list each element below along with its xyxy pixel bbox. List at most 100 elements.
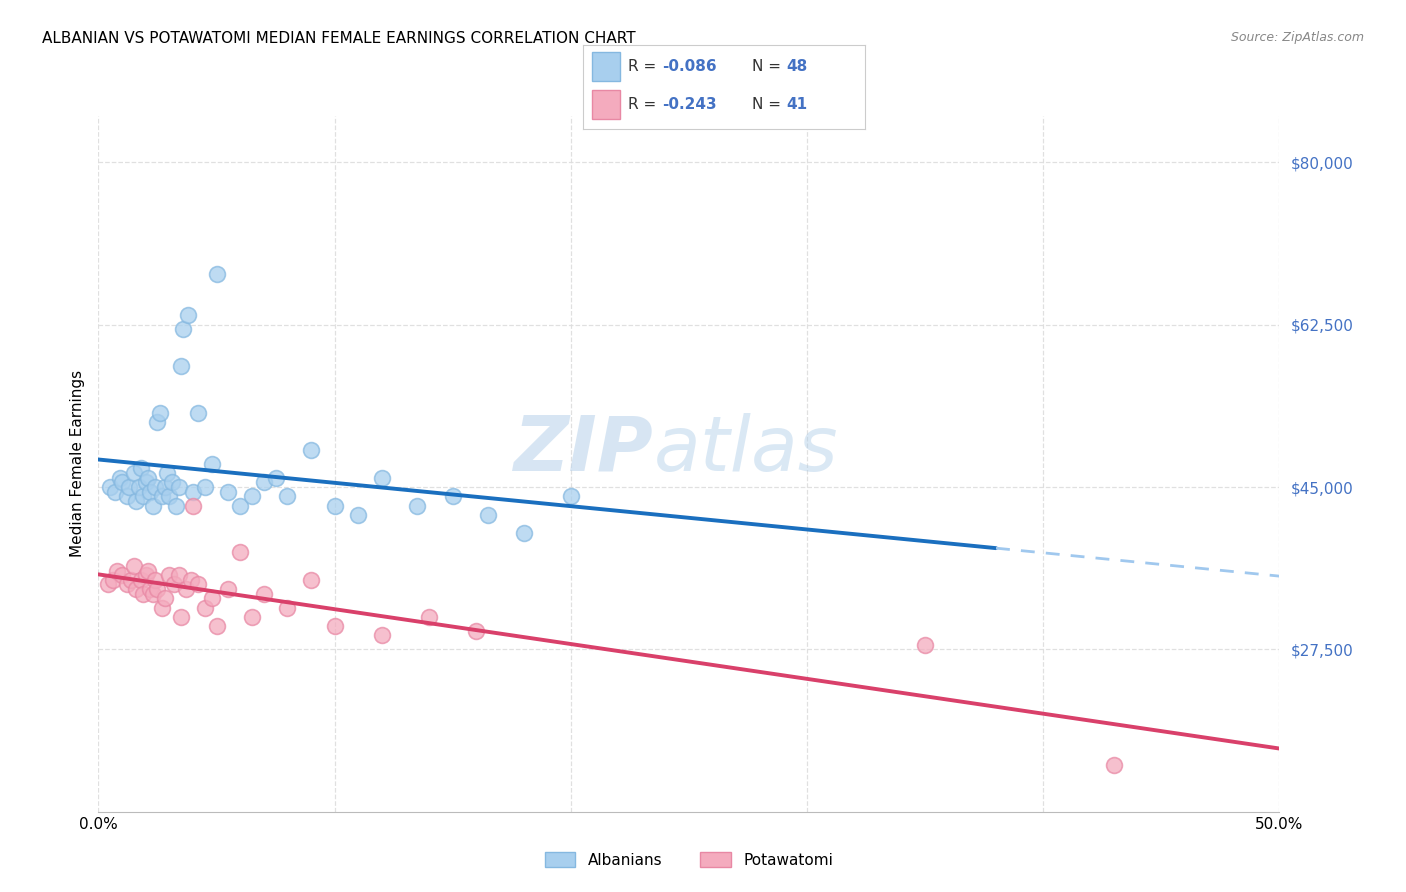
Point: [170, 610, 193, 624]
Point: [97, 577, 120, 591]
Point: [194, 600, 217, 615]
Point: [104, 484, 127, 499]
Point: [240, 610, 263, 624]
Point: [105, 564, 128, 578]
Point: [205, 267, 228, 281]
Point: [170, 359, 193, 374]
Point: [217, 484, 239, 499]
Point: [512, 526, 534, 541]
Point: [160, 475, 183, 490]
Point: [111, 568, 134, 582]
Point: [143, 573, 166, 587]
Point: [205, 619, 228, 633]
Point: [180, 573, 202, 587]
Point: [146, 415, 169, 429]
Point: [347, 508, 370, 522]
Point: [121, 573, 143, 587]
Point: [276, 489, 298, 503]
Y-axis label: Median Female Earnings: Median Female Earnings: [69, 370, 84, 558]
Point: [177, 309, 200, 323]
Text: N =: N =: [752, 97, 786, 112]
Point: [560, 489, 582, 503]
Point: [132, 489, 155, 503]
Point: [122, 558, 145, 573]
Bar: [592, 90, 620, 120]
Point: [172, 322, 194, 336]
Text: N =: N =: [752, 59, 786, 74]
Point: [201, 591, 224, 606]
Point: [406, 499, 429, 513]
Point: [156, 466, 179, 480]
Point: [201, 457, 224, 471]
Text: ZIP: ZIP: [513, 413, 654, 487]
Point: [418, 610, 440, 624]
Point: [174, 582, 197, 596]
Point: [240, 489, 263, 503]
Point: [371, 628, 394, 642]
Point: [181, 484, 204, 499]
Point: [157, 489, 180, 503]
Point: [181, 499, 204, 513]
Point: [135, 568, 157, 582]
Point: [150, 489, 173, 503]
Point: [276, 600, 298, 615]
Point: [264, 471, 287, 485]
Point: [132, 587, 155, 601]
Bar: [592, 53, 620, 81]
Point: [163, 577, 186, 591]
Point: [217, 582, 239, 596]
Point: [98, 480, 121, 494]
Text: atlas: atlas: [654, 413, 838, 487]
Point: [142, 587, 165, 601]
Point: [914, 638, 936, 652]
Point: [253, 587, 276, 601]
Point: [111, 475, 134, 490]
Point: [187, 577, 209, 591]
Point: [149, 406, 172, 420]
Text: ALBANIAN VS POTAWATOMI MEDIAN FEMALE EARNINGS CORRELATION CHART: ALBANIAN VS POTAWATOMI MEDIAN FEMALE EAR…: [42, 31, 636, 46]
Point: [142, 499, 165, 513]
Text: 41: 41: [786, 97, 807, 112]
Text: -0.086: -0.086: [662, 59, 717, 74]
Point: [167, 568, 190, 582]
Point: [136, 564, 159, 578]
Point: [153, 480, 176, 494]
Point: [136, 471, 159, 485]
Point: [101, 573, 124, 587]
Point: [139, 484, 162, 499]
Text: -0.243: -0.243: [662, 97, 717, 112]
Point: [229, 545, 252, 559]
Point: [323, 619, 346, 633]
Text: R =: R =: [628, 97, 662, 112]
Text: 48: 48: [786, 59, 807, 74]
Point: [129, 461, 152, 475]
Point: [125, 494, 148, 508]
Point: [167, 480, 190, 494]
Point: [441, 489, 464, 503]
Point: [146, 582, 169, 596]
Point: [323, 499, 346, 513]
Point: [1102, 758, 1125, 772]
Text: R =: R =: [628, 59, 662, 74]
Point: [128, 480, 150, 494]
Point: [118, 480, 141, 494]
Point: [122, 466, 145, 480]
Point: [139, 582, 162, 596]
Point: [150, 600, 173, 615]
Point: [253, 475, 276, 490]
Point: [129, 573, 152, 587]
Legend: Albanians, Potawatomi: Albanians, Potawatomi: [538, 846, 839, 873]
Point: [465, 624, 488, 638]
Point: [143, 480, 166, 494]
Text: Source: ZipAtlas.com: Source: ZipAtlas.com: [1230, 31, 1364, 45]
Point: [115, 489, 138, 503]
Point: [125, 582, 148, 596]
Point: [135, 475, 157, 490]
Point: [153, 591, 176, 606]
Point: [194, 480, 217, 494]
Point: [187, 406, 209, 420]
Point: [115, 577, 138, 591]
Point: [477, 508, 499, 522]
Point: [157, 568, 180, 582]
Point: [371, 471, 394, 485]
